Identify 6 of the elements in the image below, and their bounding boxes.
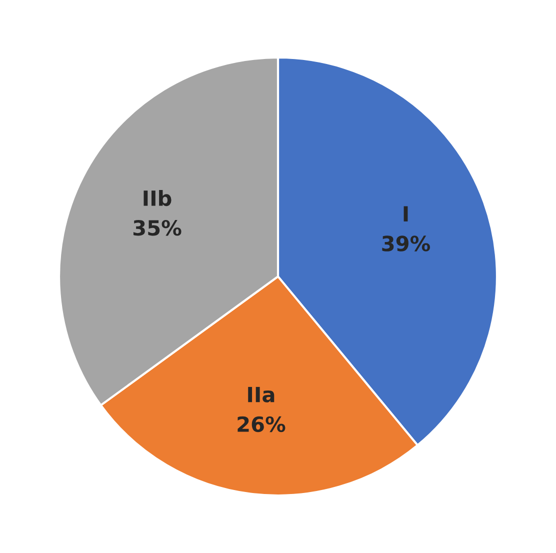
data-label: 35% (133, 220, 182, 236)
data-label: 39% (382, 236, 430, 252)
slice-label: IIa (248, 386, 274, 402)
data-label: 26% (238, 416, 286, 432)
slice-label: I (404, 206, 408, 222)
slice-label: IIb (144, 190, 172, 206)
